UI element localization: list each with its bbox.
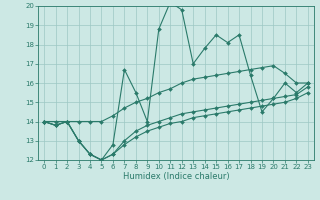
X-axis label: Humidex (Indice chaleur): Humidex (Indice chaleur)	[123, 172, 229, 181]
